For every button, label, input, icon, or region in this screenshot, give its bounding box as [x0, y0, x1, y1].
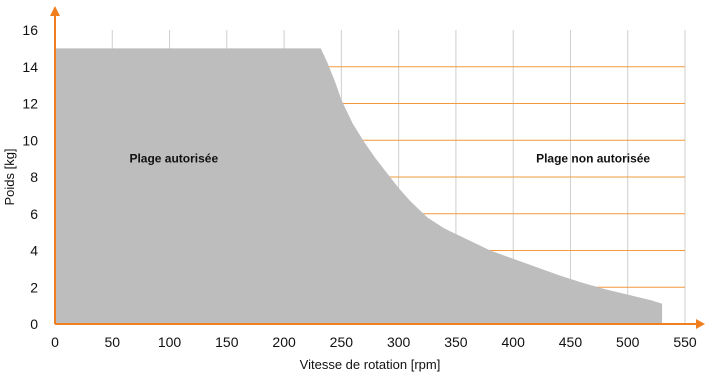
region-annotation: Plage autorisée	[129, 152, 218, 166]
annotations: Plage autorisée Plage non autorisée	[129, 152, 650, 166]
x-tick-label: 400	[502, 334, 526, 350]
area-series	[55, 48, 663, 324]
x-tick-label: 300	[387, 334, 411, 350]
y-tick-label: 6	[30, 206, 38, 222]
x-tick-label: 250	[330, 334, 354, 350]
area-series-group	[55, 48, 663, 324]
y-tick-label: 14	[22, 59, 38, 75]
axes	[50, 6, 705, 329]
y-tick-label: 0	[30, 316, 38, 332]
y-tick-label: 16	[22, 22, 38, 38]
x-tick-label: 200	[272, 334, 296, 350]
x-tick-label: 0	[51, 334, 59, 350]
y-tick-label: 2	[30, 279, 38, 295]
x-tick-label: 500	[616, 334, 640, 350]
tick-labels: 0 50 100 150 200 250 300 350 400 450 500 550 0 2 4 6 8 10…	[22, 22, 696, 350]
y-tick-label: 8	[30, 169, 38, 185]
y-axis-title: Poids [kg]	[2, 148, 17, 205]
region-annotation: Plage non autorisée	[536, 152, 650, 166]
x-axis-arrow-icon	[696, 319, 705, 329]
y-axis-arrow-icon	[50, 6, 60, 16]
x-tick-label: 150	[215, 334, 239, 350]
x-tick-label: 550	[673, 334, 697, 350]
y-tick-label: 4	[30, 243, 38, 259]
x-tick-label: 50	[104, 334, 120, 350]
y-tick-label: 10	[22, 132, 38, 148]
y-tick-label: 12	[22, 96, 38, 112]
x-tick-label: 450	[559, 334, 583, 350]
x-axis-title: Vitesse de rotation [rpm]	[300, 357, 441, 372]
x-tick-label: 350	[444, 334, 468, 350]
x-tick-label: 100	[158, 334, 182, 350]
